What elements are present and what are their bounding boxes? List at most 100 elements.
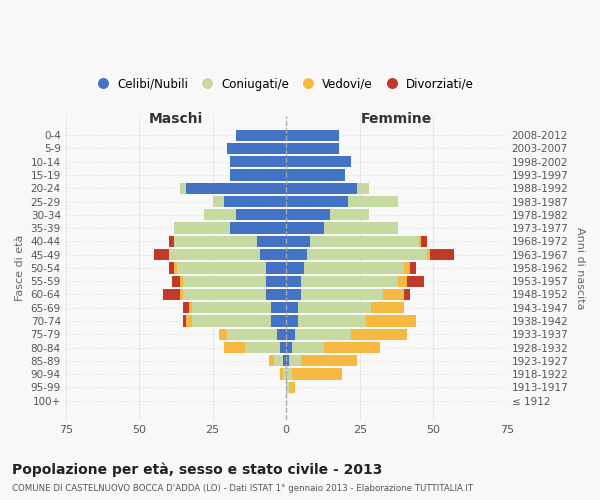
Bar bbox=[269, 355, 274, 366]
Bar bbox=[230, 170, 286, 180]
Bar bbox=[292, 342, 325, 353]
Bar bbox=[351, 328, 407, 340]
Bar bbox=[169, 236, 175, 247]
Bar bbox=[227, 143, 286, 154]
Text: Popolazione per età, sesso e stato civile - 2013: Popolazione per età, sesso e stato civil… bbox=[12, 462, 382, 477]
Bar bbox=[245, 342, 280, 353]
Bar bbox=[286, 262, 304, 274]
Bar bbox=[175, 262, 178, 274]
Bar bbox=[172, 276, 181, 287]
Bar bbox=[419, 236, 421, 247]
Bar bbox=[224, 196, 286, 207]
Y-axis label: Fasce di età: Fasce di età bbox=[15, 234, 25, 301]
Bar bbox=[286, 222, 325, 234]
Bar bbox=[283, 355, 286, 366]
Bar bbox=[292, 368, 342, 380]
Bar bbox=[289, 382, 295, 393]
Bar bbox=[175, 236, 257, 247]
Bar bbox=[186, 316, 192, 326]
Bar bbox=[277, 328, 286, 340]
Bar bbox=[181, 276, 183, 287]
Bar bbox=[331, 209, 368, 220]
Bar bbox=[230, 156, 286, 168]
Bar bbox=[357, 182, 368, 194]
Bar bbox=[404, 289, 410, 300]
Bar bbox=[154, 249, 169, 260]
Bar bbox=[169, 262, 175, 274]
Bar bbox=[280, 342, 286, 353]
Bar bbox=[295, 328, 351, 340]
Bar bbox=[227, 328, 277, 340]
Bar bbox=[407, 276, 424, 287]
Bar bbox=[286, 196, 348, 207]
Bar bbox=[181, 182, 186, 194]
Bar bbox=[286, 182, 357, 194]
Bar bbox=[325, 222, 398, 234]
Bar bbox=[410, 262, 416, 274]
Bar bbox=[365, 316, 416, 326]
Bar bbox=[286, 302, 298, 314]
Bar bbox=[286, 316, 298, 326]
Bar bbox=[301, 289, 383, 300]
Bar bbox=[371, 302, 404, 314]
Bar bbox=[301, 276, 398, 287]
Bar bbox=[325, 342, 380, 353]
Bar bbox=[430, 249, 454, 260]
Bar bbox=[186, 182, 286, 194]
Bar bbox=[286, 170, 345, 180]
Bar bbox=[192, 316, 271, 326]
Bar bbox=[286, 342, 292, 353]
Text: Maschi: Maschi bbox=[149, 112, 203, 126]
Bar bbox=[183, 316, 186, 326]
Bar bbox=[163, 289, 181, 300]
Legend: Celibi/Nubili, Coniugati/e, Vedovi/e, Divorziati/e: Celibi/Nubili, Coniugati/e, Vedovi/e, Di… bbox=[94, 73, 479, 96]
Bar bbox=[398, 276, 407, 287]
Bar bbox=[286, 236, 310, 247]
Bar bbox=[212, 196, 224, 207]
Bar bbox=[169, 249, 260, 260]
Bar bbox=[304, 262, 404, 274]
Bar bbox=[271, 302, 286, 314]
Bar bbox=[286, 249, 307, 260]
Bar bbox=[286, 382, 289, 393]
Bar bbox=[236, 209, 286, 220]
Bar bbox=[271, 316, 286, 326]
Bar bbox=[307, 249, 427, 260]
Y-axis label: Anni di nascita: Anni di nascita bbox=[575, 226, 585, 309]
Bar bbox=[421, 236, 427, 247]
Bar bbox=[183, 302, 189, 314]
Bar bbox=[286, 143, 339, 154]
Bar bbox=[298, 302, 371, 314]
Bar bbox=[289, 355, 301, 366]
Bar bbox=[310, 236, 419, 247]
Bar bbox=[224, 342, 245, 353]
Bar bbox=[189, 302, 192, 314]
Bar bbox=[204, 209, 236, 220]
Bar bbox=[298, 316, 365, 326]
Bar bbox=[286, 209, 331, 220]
Bar bbox=[257, 236, 286, 247]
Bar bbox=[286, 130, 339, 141]
Bar bbox=[348, 196, 398, 207]
Bar bbox=[230, 222, 286, 234]
Bar bbox=[404, 262, 410, 274]
Bar bbox=[183, 276, 266, 287]
Bar bbox=[286, 355, 289, 366]
Bar bbox=[175, 222, 230, 234]
Bar bbox=[192, 302, 271, 314]
Bar bbox=[286, 328, 295, 340]
Bar bbox=[218, 328, 227, 340]
Bar bbox=[274, 355, 283, 366]
Bar bbox=[280, 368, 283, 380]
Bar bbox=[266, 289, 286, 300]
Bar bbox=[286, 289, 301, 300]
Bar bbox=[178, 262, 266, 274]
Bar bbox=[286, 276, 301, 287]
Text: Femmine: Femmine bbox=[361, 112, 432, 126]
Bar bbox=[283, 368, 286, 380]
Bar bbox=[183, 289, 266, 300]
Bar bbox=[286, 156, 351, 168]
Bar bbox=[260, 249, 286, 260]
Bar bbox=[266, 276, 286, 287]
Bar bbox=[236, 130, 286, 141]
